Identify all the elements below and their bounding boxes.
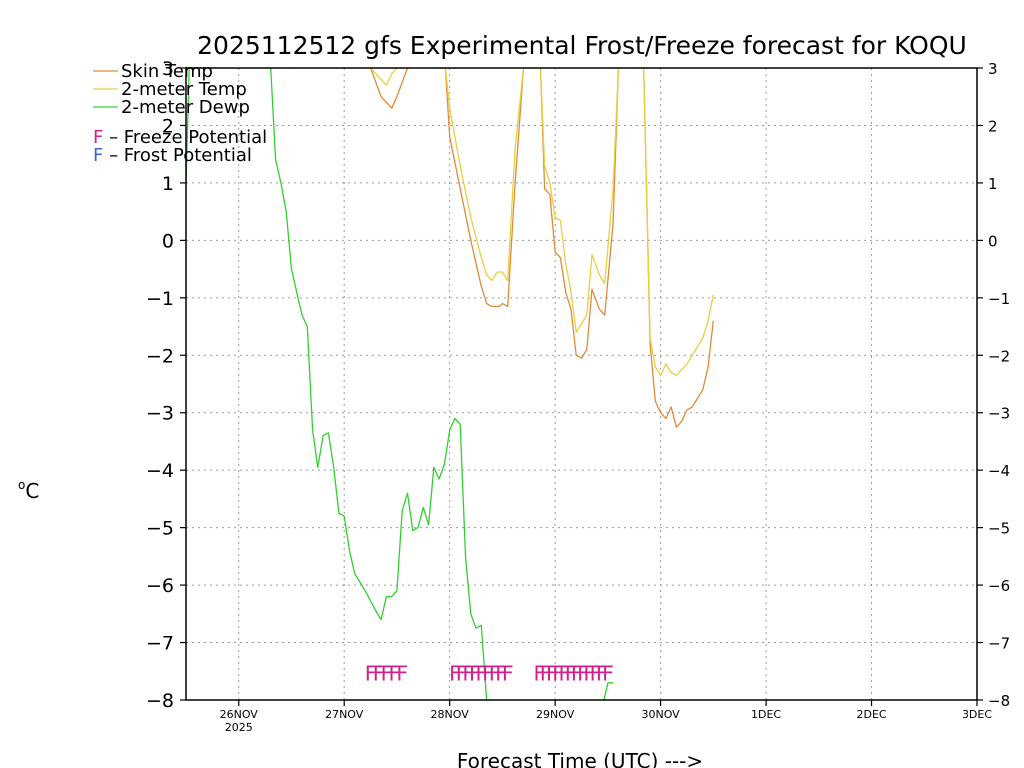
y-tick-label-left: −6: [146, 575, 174, 597]
y-axis-label: oC: [18, 478, 39, 503]
y-tick-label-right: −8: [988, 692, 1010, 710]
freeze-potential-mark: F: [533, 661, 545, 685]
y-tick-label-right: 1: [988, 175, 998, 193]
freeze-potential-mark: F: [462, 661, 474, 685]
freeze-potential-mark: F: [552, 661, 564, 685]
y-tick-label-left: −8: [146, 690, 174, 712]
grid: [186, 68, 977, 700]
y-tick-label-right: −3: [988, 405, 1010, 423]
series-line-2-meter-temp: [367, 68, 714, 377]
series-line-2-meter-dewp: [186, 68, 614, 700]
freeze-potential-mark: F: [546, 661, 558, 685]
y-tick-label-right: −5: [988, 520, 1010, 538]
legend-label: 2-meter Temp: [121, 79, 247, 100]
y-tick-label-left: −3: [146, 403, 174, 425]
freeze-potential-mark: F: [583, 661, 595, 685]
y-axis: −8 −8 −7 −7 −6 −6 −5 −5 −4 −4 −3 −3 −2 −2 −1 −1 0 0 1 1 2 2 3 3: [146, 58, 1010, 712]
x-tick-label: 1DEC: [751, 708, 781, 721]
freeze-potential-mark: F: [502, 661, 514, 685]
y-tick-label-right: 3: [988, 60, 998, 78]
x-tick-label: 3DEC: [962, 708, 992, 721]
y-tick-label-left: −5: [146, 518, 174, 540]
freeze-potential-mark: F: [571, 661, 583, 685]
y-tick-label-left: 3: [162, 58, 174, 80]
freeze-potential-mark: F: [495, 661, 507, 685]
freeze-potential-mark: F: [388, 661, 400, 685]
freeze-potential-mark: F: [602, 661, 614, 685]
freeze-potential-mark: F: [596, 661, 608, 685]
potential-legend-label: – Freeze Potential: [103, 127, 267, 148]
series-lines: [186, 68, 714, 700]
freeze-potential-mark: F: [372, 661, 384, 685]
y-tick-label-left: −2: [146, 345, 174, 367]
x-tick-label: 27NOV: [325, 708, 364, 721]
y-tick-label-left: −7: [146, 633, 174, 655]
freeze-potential-mark: F: [589, 661, 601, 685]
freeze-potential-mark: F: [488, 661, 500, 685]
freeze-potential-mark: F: [482, 661, 494, 685]
y-tick-label-right: −4: [988, 462, 1010, 480]
freeze-potential-mark: F: [365, 661, 377, 685]
legend-label: 2-meter Dewp: [121, 97, 250, 118]
potential-legend-symbol: F: [93, 127, 103, 148]
y-tick-label-left: 2: [162, 115, 174, 137]
x-tick-label: 26NOV: [220, 708, 259, 721]
x-tick-label: 28NOV: [431, 708, 470, 721]
freeze-potential-mark: F: [475, 661, 487, 685]
freeze-potential-mark: F: [456, 661, 468, 685]
series-line-skin-temp: [267, 68, 714, 428]
y-tick-label-right: −6: [988, 577, 1010, 595]
y-tick-label-left: −1: [146, 288, 174, 310]
y-tick-label-right: 2: [988, 117, 998, 135]
freeze-potential-mark: F: [449, 661, 461, 685]
y-tick-label-left: 1: [162, 173, 174, 195]
x-axis-label: Forecast Time (UTC) --->: [457, 749, 703, 768]
freeze-potential-mark: F: [396, 661, 408, 685]
potential-legend-symbol: F: [93, 145, 103, 166]
x-tick-sublabel: 2025: [225, 721, 253, 734]
y-tick-label-right: −7: [988, 635, 1010, 653]
y-tick-label-right: −2: [988, 347, 1010, 365]
freeze-potential-mark: F: [540, 661, 552, 685]
legend-label: Skin Temp: [121, 61, 213, 82]
freeze-potential-mark: F: [469, 661, 481, 685]
potential-legend-entry: F – Frost Potential: [93, 145, 252, 166]
chart-title: 2025112512 gfs Experimental Frost/Freeze…: [197, 31, 967, 60]
y-tick-label-left: −4: [146, 460, 174, 482]
y-tick-label-right: 0: [988, 232, 998, 250]
freeze-potential-mark: F: [558, 661, 570, 685]
freeze-potential-mark: F: [564, 661, 576, 685]
plot-frame: [185, 67, 978, 701]
x-tick-label: 2DEC: [856, 708, 886, 721]
potential-legend-entry: F – Freeze Potential: [93, 127, 267, 148]
freeze-potential-mark: F: [380, 661, 392, 685]
freeze-potential-mark: F: [577, 661, 589, 685]
potential-legend-label: – Frost Potential: [103, 145, 252, 166]
x-tick-label: 30NOV: [641, 708, 680, 721]
y-tick-label-left: 0: [162, 230, 174, 252]
y-tick-label-right: −1: [988, 290, 1010, 308]
x-tick-label: 29NOV: [536, 708, 575, 721]
